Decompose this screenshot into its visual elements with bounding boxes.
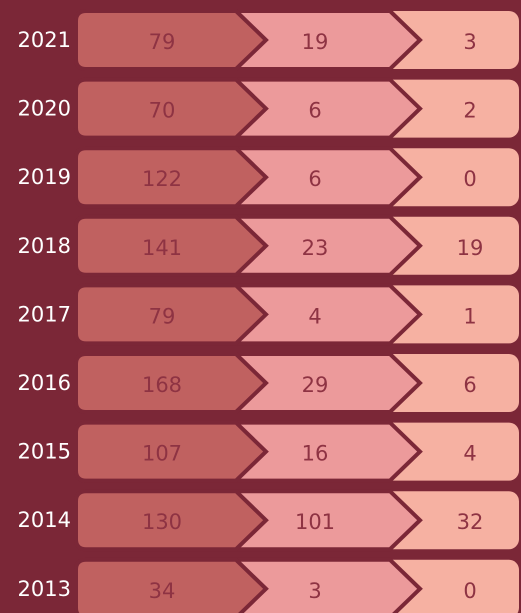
year-label: 2017 [18, 302, 71, 326]
stage-value: 0 [463, 167, 476, 191]
stage-value: 0 [463, 579, 476, 603]
stage-value: 70 [149, 99, 176, 123]
stage-value: 4 [463, 442, 476, 466]
stage-value: 32 [457, 510, 484, 534]
stage-1 [74, 352, 269, 414]
year-label: 2014 [18, 508, 71, 532]
stage-value: 23 [302, 236, 329, 260]
stage-value: 107 [142, 442, 182, 466]
year-label: 2018 [18, 234, 71, 258]
stage-value: 6 [463, 373, 476, 397]
year-label: 2013 [18, 577, 71, 601]
stage-value: 79 [149, 30, 176, 54]
stage-1 [74, 77, 269, 140]
stage-3 [378, 491, 519, 550]
stage-1 [74, 283, 269, 346]
stage-value: 19 [302, 30, 329, 54]
stage-3 [378, 559, 519, 613]
stage-1 [74, 146, 269, 209]
stage-1 [74, 557, 269, 613]
stage-1 [74, 9, 269, 71]
stage-value: 122 [142, 167, 182, 191]
stage-value: 16 [302, 442, 329, 466]
stage-3 [378, 11, 519, 69]
stage-value: 141 [142, 236, 182, 260]
stage-value: 1 [463, 304, 476, 328]
year-label: 2016 [18, 371, 71, 395]
stage-value: 101 [295, 510, 335, 534]
stage-value: 130 [142, 510, 182, 534]
stage-3 [378, 422, 519, 481]
stage-1 [74, 214, 269, 277]
stage-1 [74, 489, 269, 552]
year-label: 2020 [18, 97, 71, 121]
stage-value: 2 [463, 99, 476, 123]
stage-value: 6 [308, 167, 321, 191]
stage-value: 34 [149, 579, 176, 603]
stage-1 [74, 420, 269, 483]
stage-value: 168 [142, 373, 182, 397]
stage-3 [378, 285, 519, 344]
year-label: 2015 [18, 440, 71, 464]
stage-value: 3 [463, 30, 476, 54]
year-label: 2021 [18, 28, 71, 52]
stage-3 [378, 148, 519, 207]
year-label: 2019 [18, 165, 71, 189]
stage-value: 29 [302, 373, 329, 397]
stage-value: 4 [308, 304, 321, 328]
stage-value: 3 [308, 579, 321, 603]
stage-value: 19 [457, 236, 484, 260]
stage-value: 79 [149, 304, 176, 328]
stage-3 [378, 354, 519, 412]
stage-3 [378, 216, 519, 275]
stage-value: 6 [308, 99, 321, 123]
stage-3 [378, 79, 519, 138]
